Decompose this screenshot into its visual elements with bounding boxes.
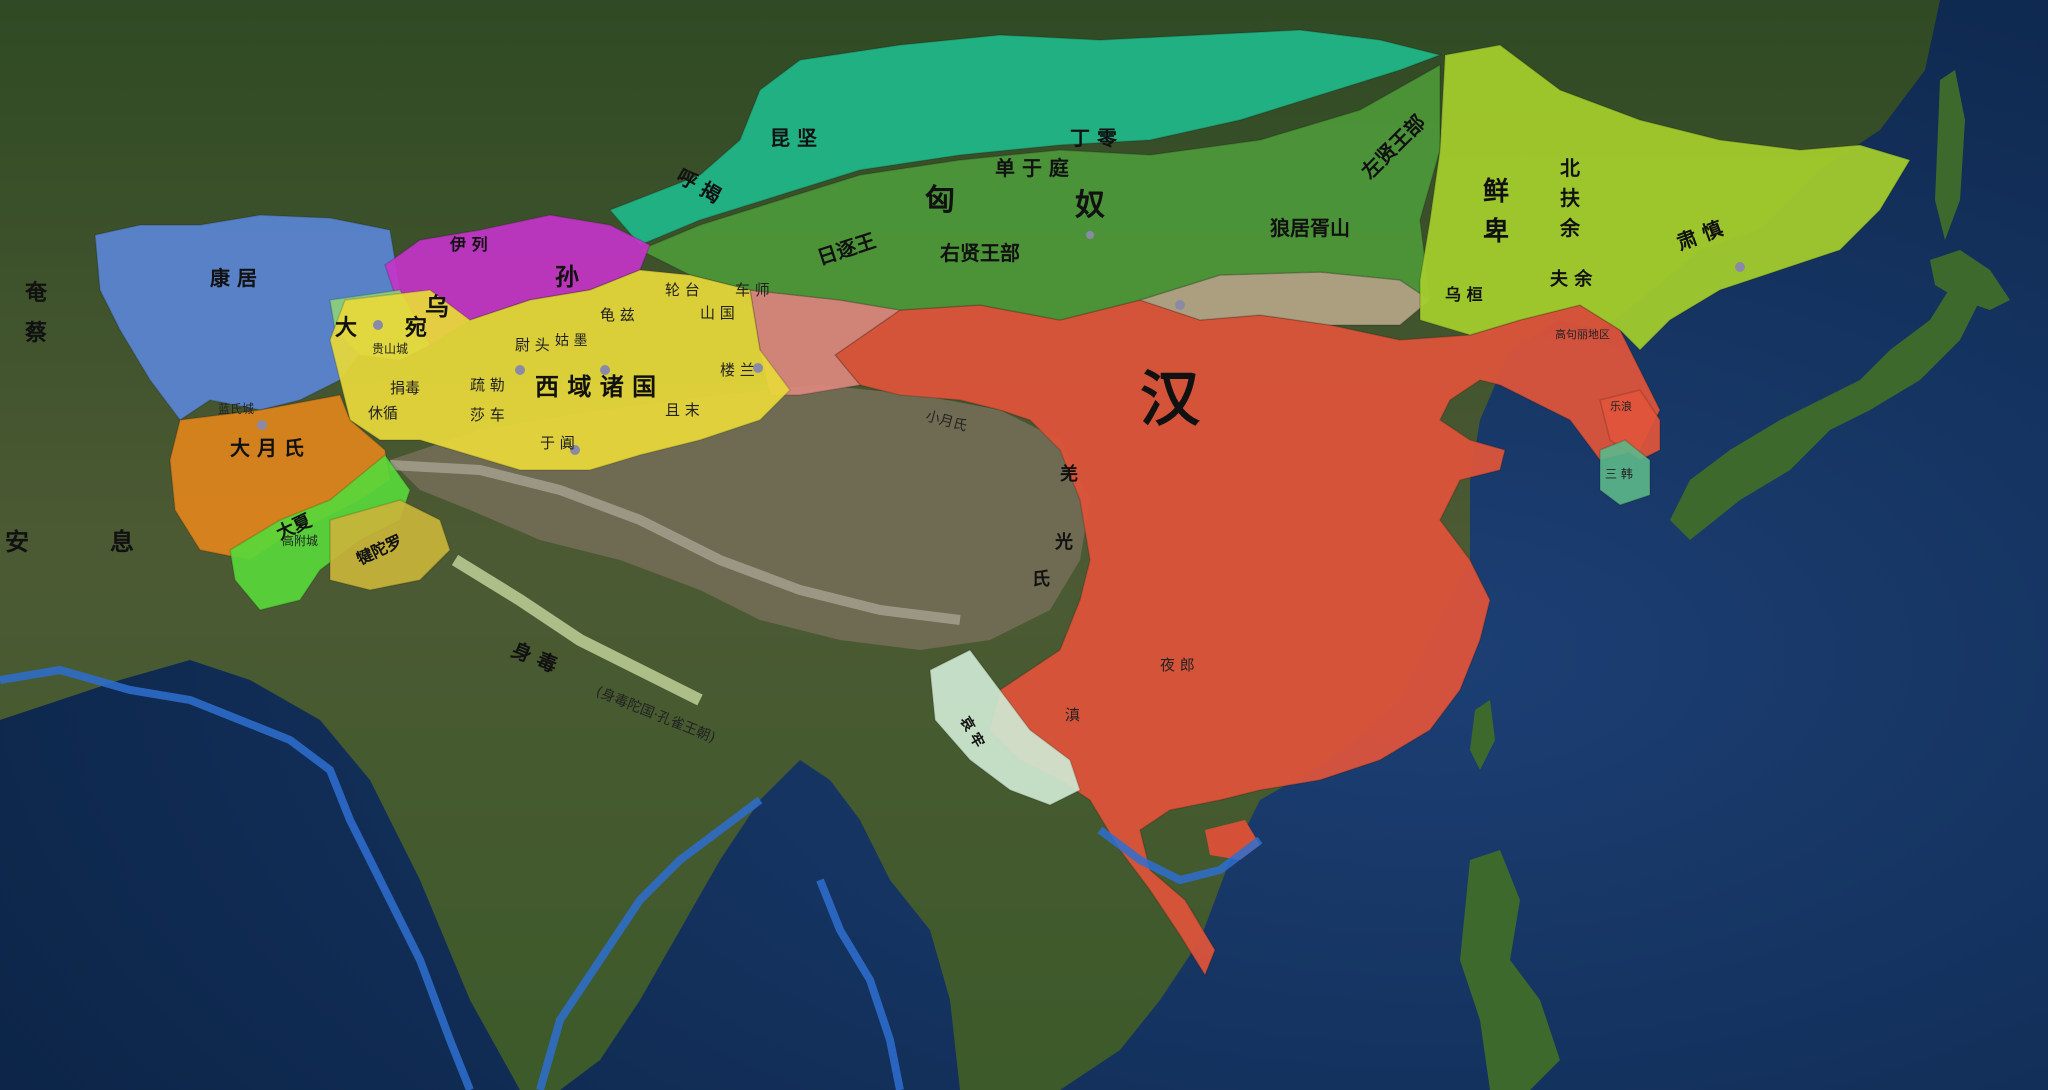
region-xianbei <box>1419 44 1912 352</box>
label-yancai-2: 蔡 <box>24 321 47 346</box>
label-yutian: 于 阗 <box>540 434 575 452</box>
city-markers <box>257 231 1745 455</box>
label-gumo: 姑 墨 <box>555 333 587 349</box>
label-wusun-2: 孙 <box>555 263 579 291</box>
label-xiyu-zhuguo: 西 域 诸 国 <box>535 373 656 401</box>
sakhalin-island <box>1935 70 1965 240</box>
japan-island <box>1670 280 1980 540</box>
label-juandu: 捐毒 <box>390 379 420 397</box>
philippines-islands <box>1460 850 1560 1090</box>
region-korea-han <box>1599 389 1661 461</box>
label-dayuan-2: 宛 <box>404 315 427 341</box>
label-loulan: 楼 兰 <box>720 361 755 379</box>
label-han: 汉 <box>1140 365 1201 435</box>
label-qiemo: 且 末 <box>665 401 700 419</box>
label-dingling: 丁 零 <box>1070 126 1118 150</box>
label-yilie: 伊 列 <box>449 235 488 254</box>
plateau-snow <box>389 460 961 625</box>
label-wuhuan: 乌 桓 <box>1445 285 1483 304</box>
label-xiongnu-2: 奴 <box>1075 188 1105 223</box>
label-yelang: 夜 郎 <box>1160 656 1195 674</box>
label-qiang-3: 氏 <box>1032 569 1050 590</box>
label-lanshi-cheng: 蓝氏城 <box>218 402 254 416</box>
region-dingling <box>608 29 1443 246</box>
label-jushi: 车 师 <box>735 281 770 299</box>
label-qiang-1: 羌 <box>1060 463 1078 485</box>
label-yancai-1: 奄 <box>24 280 48 306</box>
label-anxi-2: 息 <box>110 528 134 556</box>
region-shendu-strip <box>451 554 703 706</box>
region-ailao <box>929 649 1081 806</box>
coast-lines <box>0 665 1263 1090</box>
label-qiuci: 龟 兹 <box>600 306 635 324</box>
label-jiankun: 昆 坚 <box>770 126 817 150</box>
label-qiang-2: 光 <box>1054 531 1073 553</box>
label-chanyu-ting: 单 于 庭 <box>995 156 1069 180</box>
label-xiuxun: 休循 <box>368 404 398 422</box>
region-xiyu <box>329 269 791 471</box>
label-sanhan: 三 韩 <box>1605 466 1633 481</box>
label-luntai: 轮 台 <box>665 281 700 299</box>
label-shule: 疏 勒 <box>470 376 505 394</box>
label-xianbei-1: 鲜 <box>1483 177 1509 207</box>
label-xianbei-2: 卑 <box>1483 216 1509 247</box>
label-dayuezhi: 大 月 氏 <box>230 436 304 460</box>
label-anxi-1: 安 <box>5 528 29 556</box>
label-guishan-cheng: 贵山城 <box>372 342 408 356</box>
label-gaofu-cheng: 高附城 <box>282 533 318 548</box>
label-youxianwang-bu: 右贤王部 <box>940 241 1020 265</box>
label-wusun-1: 乌 <box>425 293 449 321</box>
hokkaido-island <box>1930 250 2010 310</box>
label-dayuan-1: 大 <box>335 316 357 341</box>
label-lelang: 乐浪 <box>1610 399 1632 413</box>
label-fuyu-3: 余 <box>1559 216 1581 240</box>
label-weitou: 尉 头 <box>515 336 550 354</box>
label-kangju: 康 居 <box>210 266 257 290</box>
region-sanhan <box>1599 439 1651 506</box>
label-fuyu-1: 北 <box>1560 156 1580 180</box>
label-dian: 滇 <box>1065 706 1080 724</box>
label-woju: 夫 余 <box>1550 268 1593 290</box>
label-shache: 莎 车 <box>470 406 505 424</box>
taiwan-island <box>1470 700 1495 770</box>
label-xiongnu-1: 匈 <box>925 183 955 218</box>
label-shanguo: 山 国 <box>700 304 735 322</box>
label-langjuxu-shan: 狼居胥山 <box>1270 216 1350 240</box>
region-jiantuoluo <box>329 499 451 591</box>
label-gaogouli: 高句丽地区 <box>1555 327 1610 341</box>
label-fuyu-2: 扶 <box>1560 186 1581 210</box>
